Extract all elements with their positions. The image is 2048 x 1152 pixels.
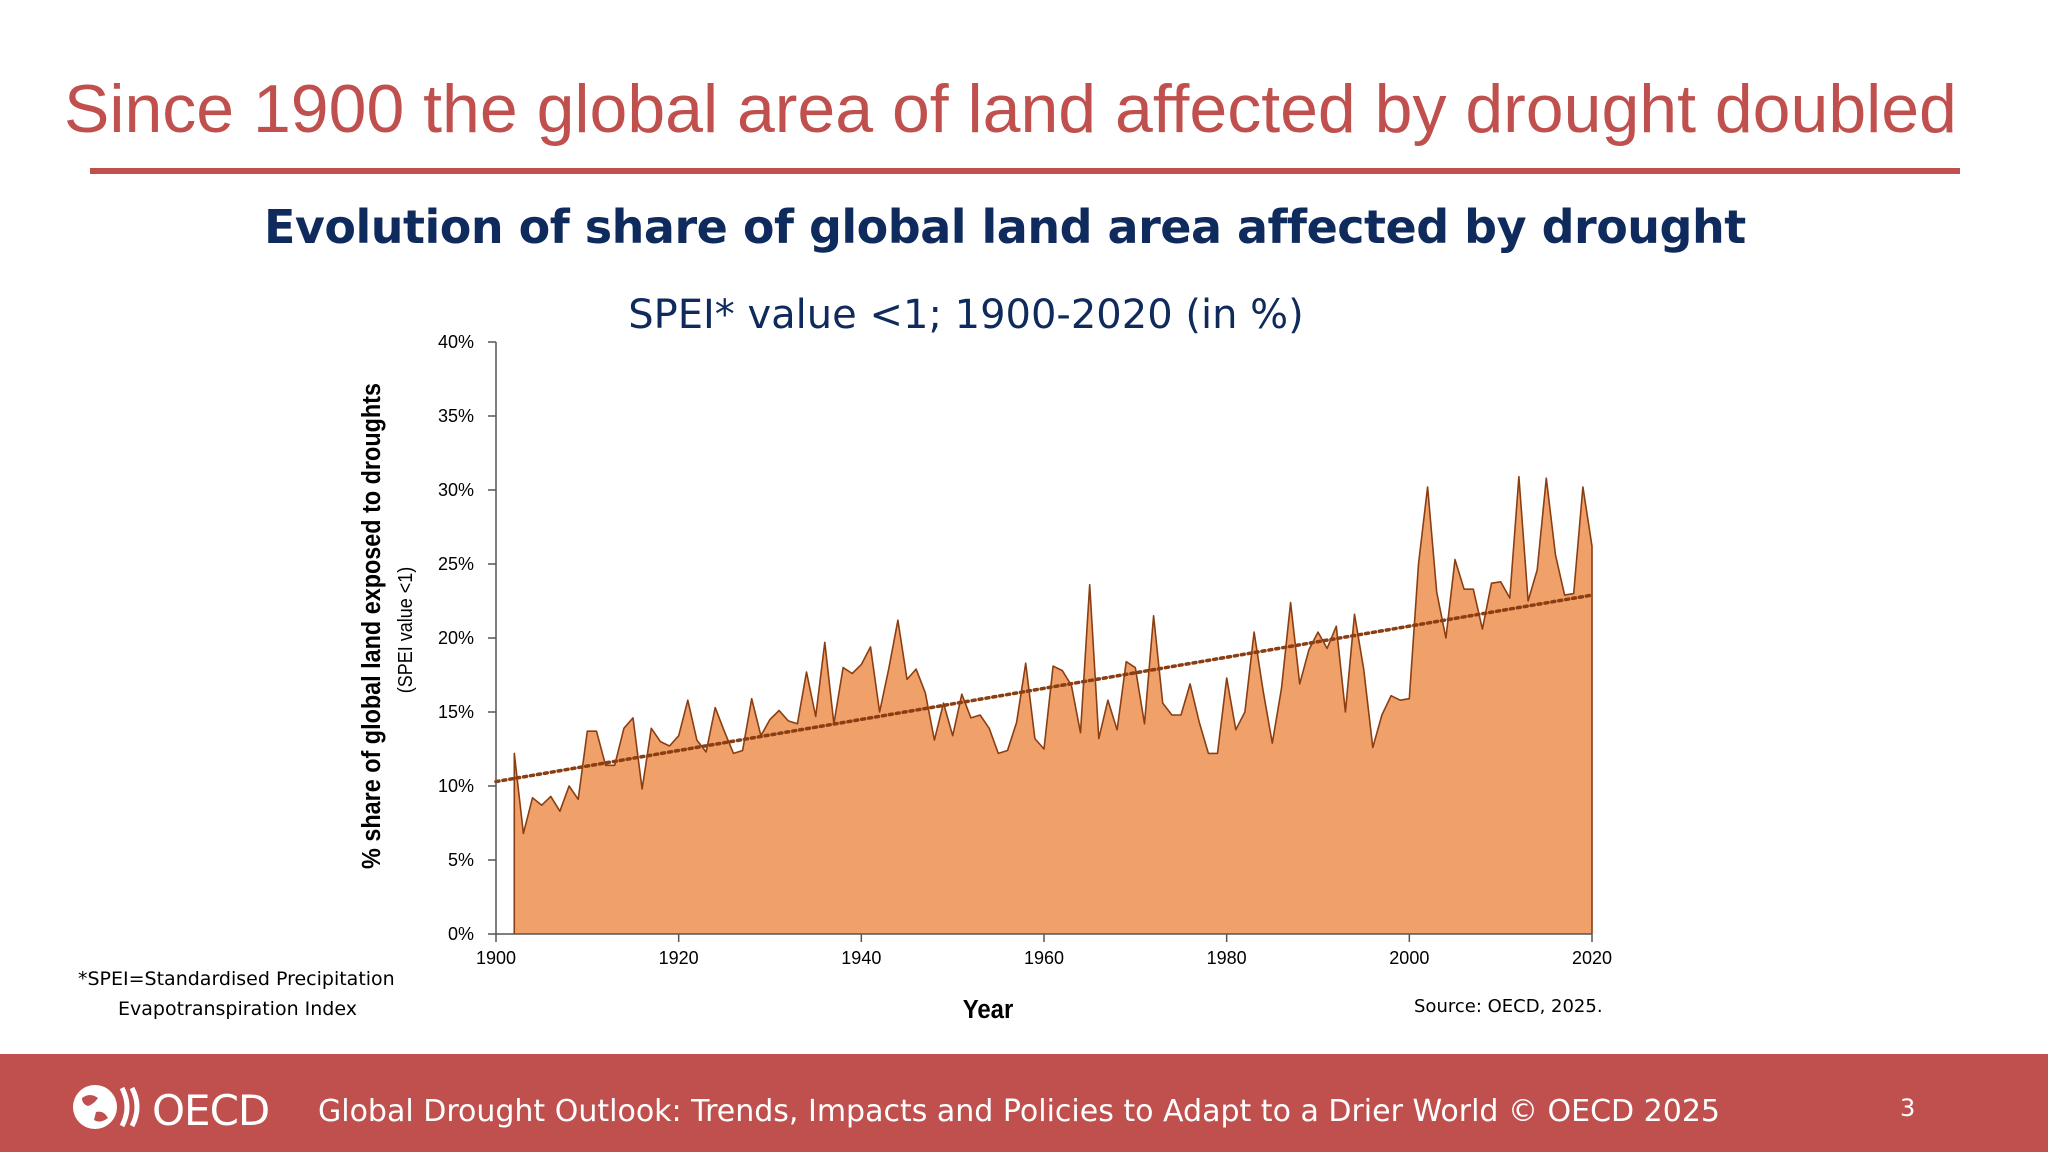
- x-tick-label: 1920: [659, 948, 699, 968]
- x-tick-label: 1960: [1024, 948, 1064, 968]
- drought-area-outline: [513, 475, 1593, 935]
- y-tick-label: 5%: [448, 850, 474, 870]
- source-note: Source: OECD, 2025.: [1414, 996, 1603, 1017]
- chart-title: Evolution of share of global land area a…: [264, 200, 1746, 254]
- y-tick-label: 35%: [438, 406, 474, 426]
- footnote-line1: *SPEI=Standardised Precipitation: [78, 968, 395, 990]
- oecd-globe-icon: [73, 1085, 140, 1129]
- y-tick-label: 0%: [448, 924, 474, 944]
- x-tick-label: 2020: [1572, 948, 1612, 968]
- y-tick-label: 10%: [438, 776, 474, 796]
- footer-bar: [0, 1054, 2048, 1152]
- title-rule: [90, 168, 1960, 174]
- x-tick-label: 1940: [841, 948, 881, 968]
- y-tick-label: 40%: [438, 332, 474, 352]
- footnote: *SPEI=Standardised Precipitation Evapotr…: [78, 964, 438, 1024]
- drought-area: [514, 476, 1593, 934]
- trend-line: [494, 593, 1594, 784]
- chart-subtitle: SPEI* value <1; 1900-2020 (in %): [628, 292, 1304, 338]
- y-tick-label: 15%: [438, 702, 474, 722]
- y-axis-sublabel: (SPEI value <1): [395, 567, 417, 694]
- x-tick-label: 1980: [1207, 948, 1247, 968]
- slide-title: Since 1900 the global area of land affec…: [64, 71, 1957, 147]
- y-axis-label: % share of global land exposed to drough…: [358, 383, 386, 869]
- y-tick-label: 20%: [438, 628, 474, 648]
- oecd-logo-text: OECD: [152, 1086, 270, 1135]
- footnote-line2: Evapotranspiration Index: [118, 998, 357, 1020]
- x-tick-label: 2000: [1389, 948, 1429, 968]
- y-tick-label: 30%: [438, 480, 474, 500]
- y-tick-label: 25%: [438, 554, 474, 574]
- footer-text: Global Drought Outlook: Trends, Impacts …: [318, 1094, 1721, 1129]
- page-number: 3: [1900, 1094, 1916, 1122]
- x-tick-label: 1900: [476, 948, 516, 968]
- x-axis-label: Year: [963, 995, 1014, 1024]
